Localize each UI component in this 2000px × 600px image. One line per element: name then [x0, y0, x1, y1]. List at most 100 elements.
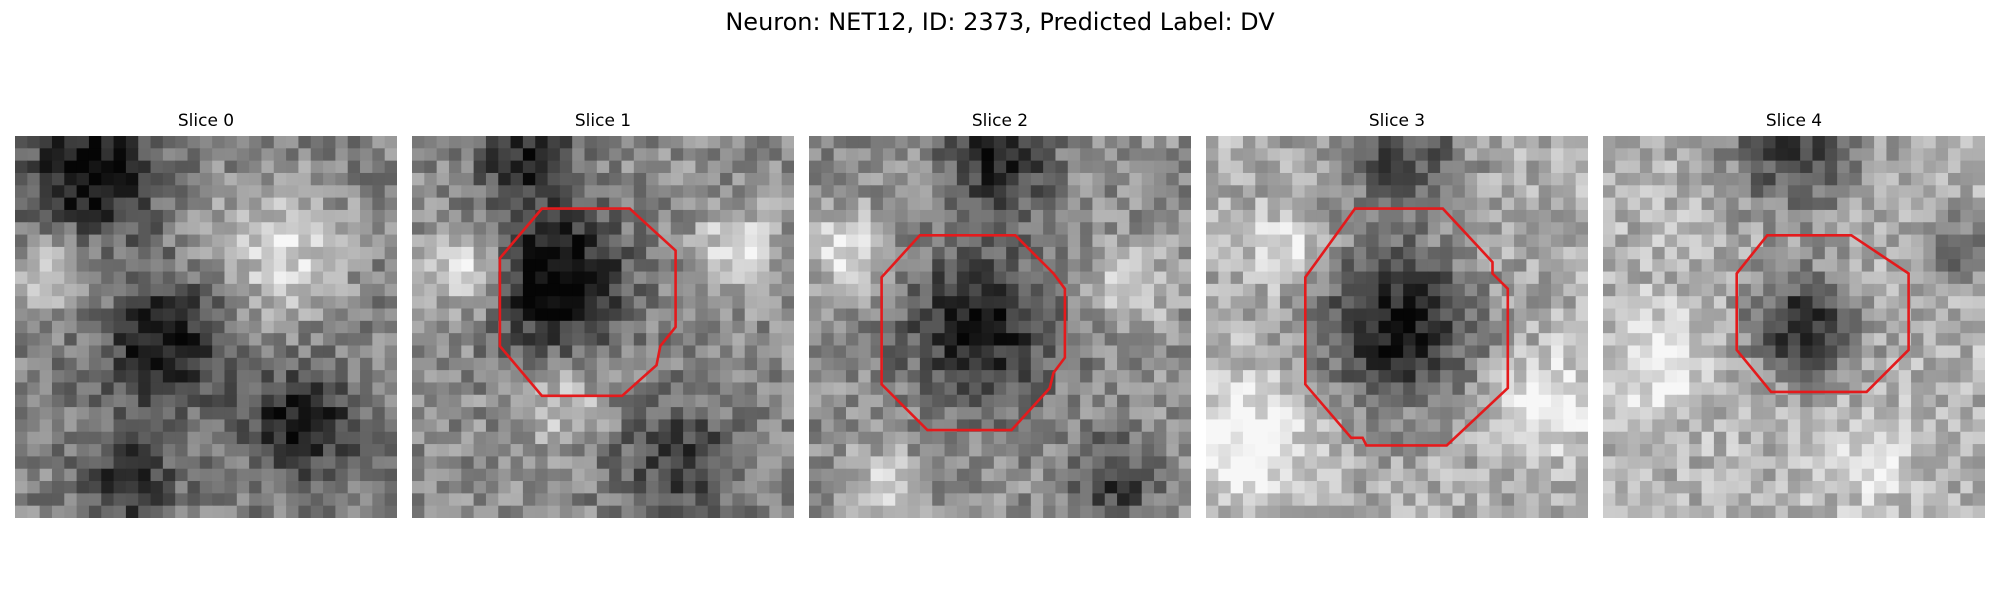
image-pixel — [1129, 271, 1143, 285]
image-pixel — [858, 481, 872, 494]
image-pixel — [212, 493, 226, 507]
image-pixel — [187, 407, 201, 421]
image-pixel — [1763, 185, 1777, 199]
image-pixel — [1353, 370, 1367, 384]
image-pixel — [1104, 407, 1118, 421]
image-pixel — [384, 271, 397, 285]
image-pixel — [1092, 456, 1106, 470]
image-pixel — [335, 394, 349, 408]
image-pixel — [76, 493, 90, 507]
image-pixel — [1353, 493, 1367, 507]
image-pixel — [138, 431, 152, 445]
image-pixel — [1898, 148, 1912, 162]
image-pixel — [1304, 197, 1318, 211]
slice-panel-0: Slice 0 — [15, 110, 397, 518]
image-pixel — [1849, 468, 1863, 482]
image-pixel — [1960, 456, 1974, 470]
image-pixel — [1206, 197, 1219, 211]
image-pixel — [658, 394, 672, 408]
image-pixel — [1030, 357, 1044, 371]
image-pixel — [498, 333, 512, 347]
image-pixel — [88, 136, 102, 149]
image-pixel — [1972, 148, 1985, 162]
image-pixel — [1676, 271, 1690, 285]
image-pixel — [1676, 320, 1690, 334]
image-pixel — [1960, 468, 1974, 482]
image-pixel — [707, 444, 721, 457]
image-pixel — [1403, 419, 1417, 433]
image-pixel — [1230, 160, 1244, 174]
image-pixel — [1129, 259, 1143, 273]
image-pixel — [1652, 308, 1666, 322]
image-pixel — [932, 283, 946, 297]
image-pixel — [273, 197, 287, 211]
image-pixel — [1787, 296, 1801, 310]
image-pixel — [1080, 246, 1094, 260]
image-pixel — [323, 320, 336, 334]
image-pixel — [372, 357, 386, 371]
image-pixel — [347, 271, 361, 285]
image-pixel — [1775, 444, 1789, 457]
image-pixel — [1154, 308, 1167, 322]
image-pixel — [1166, 444, 1180, 457]
image-pixel — [944, 222, 958, 236]
image-pixel — [1292, 394, 1306, 408]
image-pixel — [833, 493, 847, 507]
image-pixel — [273, 481, 287, 494]
image-pixel — [1800, 382, 1814, 396]
image-pixel — [175, 370, 189, 384]
image-pixel — [757, 308, 770, 322]
image-pixel — [1526, 394, 1540, 408]
image-pixel — [510, 370, 524, 384]
image-pixel — [162, 345, 176, 359]
image-pixel — [845, 271, 859, 285]
image-pixel — [510, 136, 524, 149]
image-pixel — [1452, 320, 1466, 334]
image-pixel — [683, 172, 697, 186]
image-pixel — [113, 209, 127, 223]
image-pixel — [919, 505, 933, 518]
image-pixel — [858, 136, 872, 149]
image-pixel — [187, 234, 201, 248]
image-pixel — [1316, 222, 1330, 236]
image-pixel — [572, 468, 586, 482]
image-pixel — [1501, 222, 1515, 236]
image-pixel — [1526, 493, 1540, 507]
image-pixel — [1341, 394, 1355, 408]
image-pixel — [51, 345, 65, 359]
image-pixel — [670, 505, 684, 518]
image-pixel — [27, 444, 41, 457]
image-pixel — [1639, 407, 1653, 421]
image-pixel — [1849, 308, 1863, 322]
image-pixel — [412, 370, 425, 384]
image-pixel — [1267, 456, 1281, 470]
image-pixel — [162, 468, 176, 482]
image-pixel — [993, 505, 1007, 518]
image-pixel — [1489, 456, 1503, 470]
image-pixel — [510, 185, 524, 199]
image-pixel — [757, 320, 770, 334]
image-pixel — [559, 370, 573, 384]
image-pixel — [845, 246, 859, 260]
image-pixel — [1242, 505, 1256, 518]
image-pixel — [1538, 505, 1552, 518]
image-pixel — [162, 394, 176, 408]
image-pixel — [870, 148, 884, 162]
image-pixel — [732, 505, 746, 518]
image-pixel — [273, 382, 287, 396]
image-pixel — [646, 209, 660, 223]
image-pixel — [1960, 444, 1974, 457]
image-pixel — [498, 283, 512, 297]
image-pixel — [150, 246, 164, 260]
image-pixel — [1800, 296, 1814, 310]
image-pixel — [919, 185, 933, 199]
image-pixel — [1464, 431, 1478, 445]
image-pixel — [1948, 419, 1961, 433]
image-pixel — [461, 370, 475, 384]
image-pixel — [1267, 234, 1281, 248]
image-pixel — [584, 394, 598, 408]
image-pixel — [944, 394, 958, 408]
image-pixel — [969, 357, 983, 371]
image-pixel — [1043, 320, 1057, 334]
image-pixel — [1726, 493, 1740, 507]
